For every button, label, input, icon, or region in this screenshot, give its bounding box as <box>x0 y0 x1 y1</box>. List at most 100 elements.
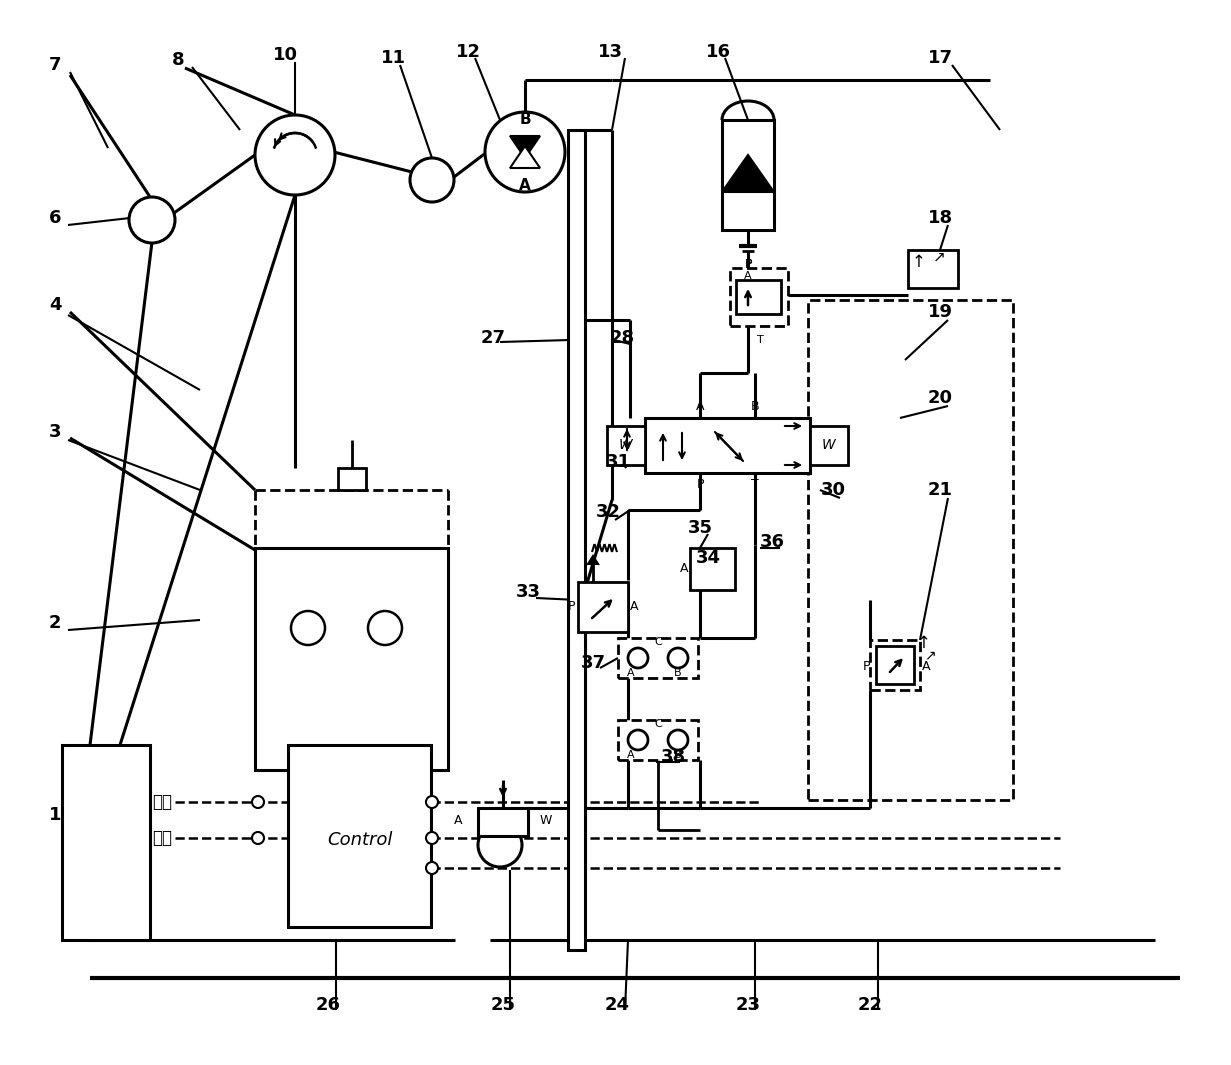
Circle shape <box>668 730 688 750</box>
Bar <box>579 581 628 632</box>
Bar <box>876 646 913 684</box>
Circle shape <box>252 796 263 808</box>
Text: 38: 38 <box>661 748 686 766</box>
Text: 12: 12 <box>455 43 480 61</box>
Text: W: W <box>540 814 553 826</box>
Text: 17: 17 <box>927 49 953 67</box>
Circle shape <box>478 823 522 867</box>
Text: A: A <box>519 179 531 194</box>
Text: 25: 25 <box>490 996 516 1014</box>
Text: P: P <box>697 478 704 492</box>
Circle shape <box>628 730 648 750</box>
Circle shape <box>426 796 438 808</box>
Bar <box>288 746 431 927</box>
Text: Control: Control <box>327 831 393 849</box>
Polygon shape <box>588 556 598 564</box>
Text: 信号: 信号 <box>151 829 172 847</box>
Polygon shape <box>723 155 774 192</box>
Text: 35: 35 <box>687 519 713 537</box>
Text: T: T <box>757 335 763 345</box>
Text: C: C <box>654 719 662 730</box>
Text: A: A <box>627 750 635 760</box>
Text: 22: 22 <box>858 996 883 1014</box>
Text: 26: 26 <box>315 996 341 1014</box>
Bar <box>691 548 735 590</box>
Bar <box>645 417 810 473</box>
Text: 运行: 运行 <box>151 793 172 812</box>
Text: A: A <box>680 562 688 575</box>
Bar <box>62 746 150 940</box>
Circle shape <box>252 832 263 843</box>
Text: B: B <box>675 750 682 760</box>
Text: A: A <box>696 399 704 412</box>
Text: A: A <box>745 271 752 281</box>
Text: A: A <box>630 601 639 613</box>
Text: 6: 6 <box>49 209 62 227</box>
Text: 4: 4 <box>49 296 62 314</box>
Bar <box>810 426 848 465</box>
Text: 8: 8 <box>171 51 185 69</box>
Polygon shape <box>510 146 540 168</box>
Text: P: P <box>567 601 575 613</box>
Text: 31: 31 <box>606 453 630 471</box>
Text: 2: 2 <box>49 615 62 632</box>
Bar <box>478 808 528 836</box>
Text: C: C <box>654 637 662 648</box>
Text: 16: 16 <box>705 43 730 61</box>
Circle shape <box>628 648 648 668</box>
Text: A: A <box>922 660 931 673</box>
Text: ↗: ↗ <box>924 648 936 662</box>
Text: 7: 7 <box>49 56 62 73</box>
Text: 10: 10 <box>272 46 298 64</box>
Text: B: B <box>675 668 682 678</box>
Text: A: A <box>453 814 462 826</box>
Text: 30: 30 <box>821 481 846 499</box>
Text: 37: 37 <box>581 654 606 672</box>
Text: 36: 36 <box>760 532 784 551</box>
Text: 24: 24 <box>604 996 629 1014</box>
Bar <box>618 720 698 760</box>
Bar <box>339 468 366 490</box>
Circle shape <box>426 832 438 843</box>
Text: 21: 21 <box>927 481 953 499</box>
Text: P: P <box>745 258 752 271</box>
Text: 23: 23 <box>735 996 761 1014</box>
Bar <box>870 640 920 690</box>
Circle shape <box>668 648 688 668</box>
Bar <box>567 130 585 950</box>
Text: 33: 33 <box>516 583 540 601</box>
Bar <box>730 268 788 326</box>
Bar <box>808 300 1013 800</box>
Bar <box>723 120 774 230</box>
Circle shape <box>368 611 403 645</box>
Text: 28: 28 <box>609 329 634 347</box>
Text: 32: 32 <box>596 503 620 521</box>
Text: 19: 19 <box>927 304 953 321</box>
Circle shape <box>410 158 454 202</box>
Text: 18: 18 <box>927 209 953 227</box>
Bar <box>908 250 958 288</box>
Circle shape <box>485 112 565 192</box>
Text: 11: 11 <box>380 49 405 67</box>
Text: P: P <box>745 258 752 271</box>
Text: ↗: ↗ <box>933 249 945 264</box>
Text: ↑: ↑ <box>912 253 926 271</box>
Text: ↑: ↑ <box>917 634 931 652</box>
Text: 3: 3 <box>49 423 62 441</box>
Circle shape <box>426 862 438 874</box>
Text: W: W <box>619 438 633 452</box>
Circle shape <box>291 611 325 645</box>
Text: 27: 27 <box>480 329 506 347</box>
Text: 34: 34 <box>696 548 720 567</box>
Bar <box>736 280 780 314</box>
Polygon shape <box>510 136 540 158</box>
Text: B: B <box>519 113 531 128</box>
Text: 20: 20 <box>927 389 953 407</box>
Bar <box>618 638 698 678</box>
Bar <box>255 548 448 770</box>
Text: P: P <box>863 660 870 673</box>
Text: A: A <box>627 668 635 678</box>
Text: 1: 1 <box>49 806 62 824</box>
Circle shape <box>129 197 175 243</box>
Text: W: W <box>822 438 836 452</box>
